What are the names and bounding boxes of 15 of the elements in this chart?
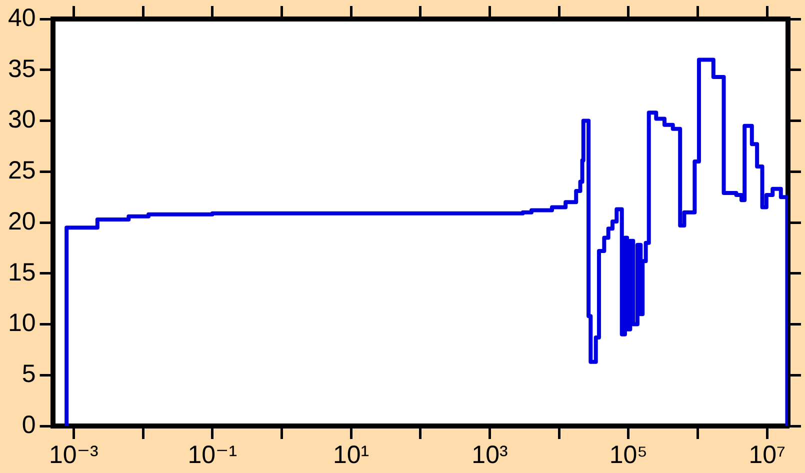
y-tick-label: 20 bbox=[8, 207, 36, 236]
y-tick-label: 0 bbox=[22, 410, 36, 439]
y-tick-label: 25 bbox=[8, 156, 36, 185]
x-tick-label: 10¹ bbox=[332, 440, 370, 469]
x-tick-label: 10⁷ bbox=[748, 440, 786, 469]
y-tick-label: 10 bbox=[8, 309, 36, 338]
y-tick-label: 15 bbox=[8, 258, 36, 286]
y-tick-label: 40 bbox=[8, 4, 36, 32]
x-tick-label: 10⁻³ bbox=[49, 440, 98, 469]
x-tick-label: 10⁵ bbox=[609, 440, 648, 469]
x-tick-label: 10³ bbox=[472, 440, 508, 469]
y-tick-label: 35 bbox=[8, 54, 36, 83]
y-tick-label: 5 bbox=[22, 360, 36, 388]
y-tick-label: 30 bbox=[8, 106, 36, 134]
x-tick-label: 10⁻¹ bbox=[188, 440, 238, 469]
